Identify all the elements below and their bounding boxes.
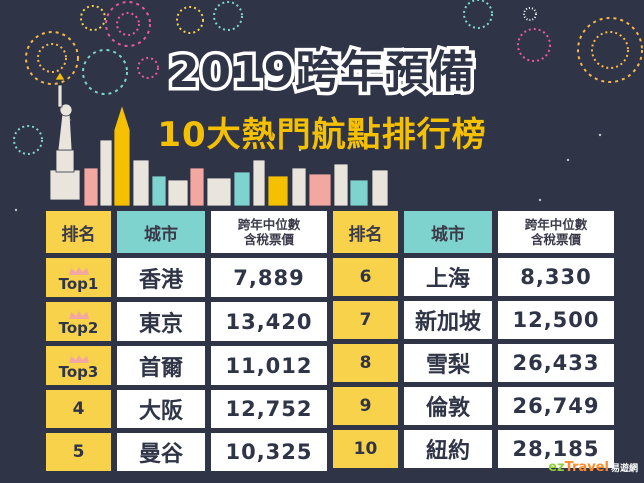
price-cell: 11,012 [211,346,327,385]
city-cell: 東京 [117,302,205,341]
rank-cell: 7 [333,301,398,339]
rank-cell: Top3 [46,346,111,385]
price-cell: 13,420 [211,302,327,341]
page-subtitle: 10大熱門航點排行榜 [157,115,487,155]
rank-cell: 6 [333,258,398,296]
city-header: 城市 [117,211,205,253]
ranking-table-left: 排名 城市 跨年中位數 含稅票價 Top1 香港 7,889 Top2 [46,206,327,476]
city-cell: 上海 [404,258,492,296]
rank-header: 排名 [333,211,398,253]
city-cell: 雪梨 [404,344,492,382]
city-cell: 大阪 [117,390,205,428]
rank-cell: Top1 [46,258,111,297]
price-header-line1: 跨年中位數 [524,217,588,232]
price-header-line2: 含稅票價 [243,232,294,247]
crown-icon [68,354,89,363]
crown-icon [68,310,89,319]
price-header: 跨年中位數 含稅票價 [498,211,614,253]
table-row: Top2 東京 13,420 [46,302,327,341]
city-cell: 紐約 [404,430,492,468]
table-row: 6 上海 8,330 [333,258,614,296]
rank-cell: Top2 [46,302,111,341]
brand-logo: ezTravel 易遊網 [548,460,638,475]
city-cell: 首爾 [117,346,205,385]
table-row: 9 倫敦 26,749 [333,387,614,425]
table-row: Top1 香港 7,889 [46,258,327,297]
price-header-line2: 含稅票價 [530,232,581,247]
price-cell: 8,330 [498,258,614,296]
rank-cell: 8 [333,344,398,382]
table-header-row: 排名 城市 跨年中位數 含稅票價 [333,211,614,253]
price-cell: 10,325 [211,433,327,471]
city-header: 城市 [404,211,492,253]
table-row: Top3 首爾 11,012 [46,346,327,385]
city-cell: 曼谷 [117,433,205,471]
table-row: 7 新加坡 12,500 [333,301,614,339]
price-cell: 26,749 [498,387,614,425]
price-cell: 28,185 [498,430,614,468]
table-row: 5 曼谷 10,325 [46,433,327,471]
table-row: 8 雪梨 26,433 [333,344,614,382]
price-cell: 26,433 [498,344,614,382]
rank-cell: 4 [46,390,111,428]
table-row: 10 紐約 28,185 [333,430,614,468]
crown-icon [68,266,89,275]
rank-cell: 5 [46,433,111,471]
price-cell: 12,752 [211,390,327,428]
table-header-row: 排名 城市 跨年中位數 含稅票價 [46,211,327,253]
city-cell: 倫敦 [404,387,492,425]
city-cell: 香港 [117,258,205,297]
price-header: 跨年中位數 含稅票價 [211,211,327,253]
rank-header: 排名 [46,211,111,253]
page-title: 2019跨年預備 [165,44,477,102]
rank-cell: 9 [333,387,398,425]
price-cell: 12,500 [498,301,614,339]
city-cell: 新加坡 [404,301,492,339]
rank-cell: 10 [333,430,398,468]
price-cell: 7,889 [211,258,327,297]
table-row: 4 大阪 12,752 [46,390,327,428]
ranking-table-right: 排名 城市 跨年中位數 含稅票價 6 上海 8,330 7 新加坡 12,500… [333,206,614,473]
price-header-line1: 跨年中位數 [237,217,301,232]
